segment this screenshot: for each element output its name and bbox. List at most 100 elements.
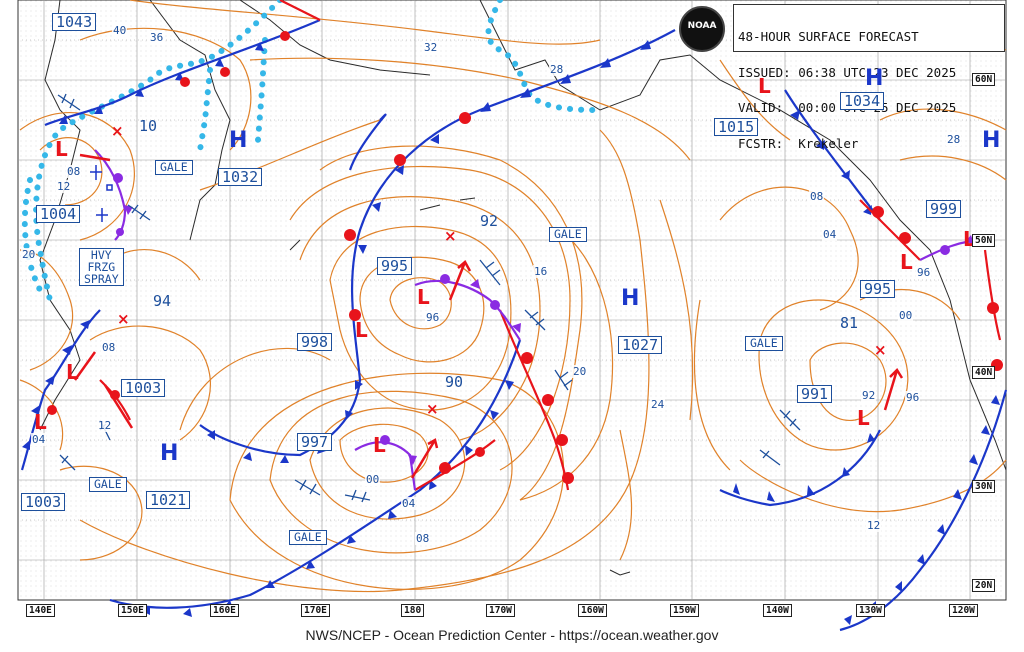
latitude-label: 40N	[972, 366, 996, 379]
isobar-label: 94	[153, 292, 172, 310]
isobar-label: 92	[480, 212, 499, 230]
longitude-label: 140E	[26, 604, 55, 617]
longitude-label: 150W	[670, 604, 699, 617]
isobar-label: 28	[549, 63, 565, 76]
low-center: L	[34, 410, 47, 434]
isobar-label: 36	[149, 31, 165, 44]
trough-arrows	[73, 153, 904, 479]
north-america-coast	[479, 0, 1007, 471]
cold-front-southern	[109, 339, 522, 609]
isobar-label: 04	[401, 497, 417, 510]
isobar-label: 04	[822, 228, 838, 241]
low-center: L	[417, 285, 430, 309]
isobars	[19, 0, 1007, 593]
cold-front-northeast	[784, 89, 881, 221]
warm-front-bumps	[47, 31, 1003, 484]
longitude-label: 150E	[118, 604, 147, 617]
low-center: L	[55, 137, 68, 161]
pressure-label: 999	[926, 200, 962, 218]
isobar-label: 28	[946, 133, 962, 146]
isobar-label: 00	[898, 309, 914, 322]
pressure-label: 1015	[714, 118, 759, 136]
high-center: H	[229, 128, 248, 153]
low-center: L	[373, 433, 386, 457]
kamchatka-coast	[149, 0, 231, 241]
graticule	[18, 0, 1006, 600]
isobar-label: 08	[101, 341, 117, 354]
isobar-label: 40	[112, 24, 128, 37]
longitude-label: 170E	[301, 604, 330, 617]
low-track-marker: ×	[117, 310, 130, 328]
isobar-label: 32	[423, 41, 439, 54]
cold-fronts	[20, 18, 1008, 632]
pressure-label: 998	[297, 333, 333, 351]
isobar-label: 16	[533, 265, 549, 278]
pressure-label: 1027	[618, 336, 663, 354]
longitude-label: 140W	[763, 604, 792, 617]
low-track-marker: ×	[444, 227, 457, 245]
cold-front-central	[199, 29, 676, 457]
high-center: H	[865, 66, 884, 91]
isobar-label: 24	[650, 398, 666, 411]
low-center: L	[758, 74, 771, 98]
isobar-label: 12	[866, 519, 882, 532]
cold-front-north	[44, 18, 321, 127]
longitude-label: 160W	[578, 604, 607, 617]
latitude-label: 30N	[972, 480, 996, 493]
isobar-label: 12	[97, 419, 113, 432]
longitude-label: 130W	[856, 604, 885, 617]
pressure-label: 1003	[21, 493, 66, 511]
isobar-label: 81	[840, 314, 859, 332]
gale-warning: GALE	[289, 530, 327, 545]
isobar-label: 92	[861, 389, 877, 402]
high-center: H	[982, 128, 1001, 153]
isobar-label: 12	[56, 180, 72, 193]
low-track-marker: ×	[111, 122, 124, 140]
isobar-label: 08	[415, 532, 431, 545]
low-track-marker: ×	[426, 400, 439, 418]
forecast-header: 48-HOUR SURFACE FORECAST ISSUED: 06:38 U…	[733, 4, 1005, 149]
header-issued: ISSUED: 06:38 UTC 23 DEC 2025	[738, 64, 957, 80]
noaa-logo: NOAA	[679, 6, 725, 52]
pressure-label: 995	[860, 280, 896, 298]
high-center: H	[621, 286, 640, 311]
isobar-label: 20	[572, 365, 588, 378]
map-frame	[17, 0, 1007, 601]
pressure-label: 1032	[218, 168, 263, 186]
low-center: L	[900, 250, 913, 274]
pressure-label: 997	[297, 433, 333, 451]
cold-front-west	[20, 309, 101, 471]
latitude-label: 60N	[972, 73, 996, 86]
gale-warning: GALE	[89, 477, 127, 492]
occluded-pips	[113, 173, 974, 465]
isobar-label: 20	[21, 248, 37, 261]
isobar-label: 00	[365, 473, 381, 486]
pressure-label: 995	[377, 257, 413, 275]
wind-barbs	[57, 93, 801, 503]
latitude-label: 20N	[972, 579, 996, 592]
marker-symbols	[90, 165, 113, 222]
low-center: L	[857, 406, 870, 430]
freezing-spray-warning: HVY FRZG SPRAY	[79, 248, 124, 286]
pressure-label: 1043	[52, 13, 97, 31]
noaa-logo-text: NOAA	[687, 21, 717, 31]
occluded-front-central	[414, 279, 521, 341]
gale-warning: GALE	[745, 336, 783, 351]
pressure-label: 1034	[840, 92, 885, 110]
header-title: 48-HOUR SURFACE FORECAST	[738, 29, 919, 44]
latitude-label: 50N	[972, 234, 996, 247]
longitude-label: 170W	[486, 604, 515, 617]
low-track-marker: ×	[874, 341, 887, 359]
isobar-label: 04	[31, 433, 47, 446]
header-forecaster: FCSTR: Krekeler	[738, 135, 859, 151]
longitude-label: 120W	[949, 604, 978, 617]
isobar-label: 08	[66, 165, 82, 178]
pressure-label: 1003	[121, 379, 166, 397]
cold-front-east-long	[839, 389, 1008, 632]
low-center: L	[355, 318, 368, 342]
pressure-label: 1004	[36, 205, 81, 223]
pressure-label: 991	[797, 385, 833, 403]
low-center: L	[66, 360, 79, 384]
credit-line: NWS/NCEP - Ocean Prediction Center - htt…	[305, 627, 719, 643]
longitude-label: 180	[401, 604, 425, 617]
